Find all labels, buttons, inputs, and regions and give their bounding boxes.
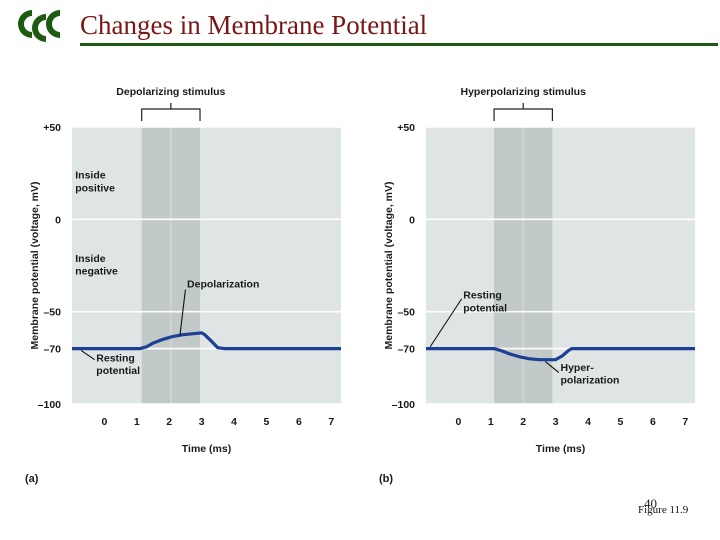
chart-a-trace-line (72, 331, 341, 351)
chart-a-stimulus-bracket (141, 103, 201, 121)
chart-b-annotation-arrow (544, 361, 560, 374)
chart-a-y-tick-label: 0 (55, 214, 61, 226)
chart-a-annotation-line: potential (96, 365, 140, 377)
chart-b-x-tick-label: 0 (455, 416, 461, 428)
chart-a-y-tick-label: –100 (38, 399, 62, 411)
chart-a-annotation-line: positive (75, 182, 115, 194)
chart-a-annotation-arrow (179, 289, 186, 336)
chart-a-x-axis-label: Time (ms) (182, 443, 231, 455)
chart-b-hyperpolarization: +50 0 –50 –70 –100 0 1 2 3 4 5 6 7 Hyperpolarizing st… (379, 86, 695, 485)
chart-b-annotation-line: Resting (463, 290, 502, 302)
title-underline (80, 43, 718, 46)
chart-a-annotation-line: Resting (96, 353, 135, 365)
chart-b-x-axis-label: Time (ms) (536, 443, 585, 455)
chart-a-y-tick-label: –50 (43, 307, 61, 319)
chart-a-stimulus-band (141, 127, 201, 404)
chart-a-x-tick-label: 1 (134, 416, 140, 428)
chart-a-annotation-line: Inside (75, 170, 106, 182)
chart-b-panel-label: (b) (379, 473, 393, 485)
chart-b-y-tick-label: –50 (397, 307, 415, 319)
chart-b-trace-line (426, 347, 695, 362)
chart-b-y-tick-label: –100 (392, 399, 416, 411)
chart-b-annotation-line: Hyper- (561, 362, 595, 374)
chart-a-y-tick-label: +50 (43, 122, 61, 134)
slide-title: Changes in Membrane Potential (80, 10, 428, 40)
chart-a-plot-area (72, 127, 341, 404)
chart-b-stimulus-bracket (493, 103, 553, 121)
chart-a-x-tick-label: 3 (199, 416, 205, 428)
chart-b-x-tick-label: 6 (650, 416, 656, 428)
chart-b-x-tick-label: 7 (682, 416, 688, 428)
chart-a-annotation: Inside positive (75, 170, 115, 195)
chart-a-annotation: Inside negative (75, 253, 118, 278)
chart-a-annotation-arrow (80, 349, 95, 361)
chart-b-annotation: Hyper-polarization (561, 362, 620, 387)
chart-b-annotation-arrow (429, 298, 463, 348)
chart-a-x-tick-label: 7 (328, 416, 334, 428)
chart-b-annotation-line: polarization (561, 374, 620, 386)
chart-a-annotation: Resting potential (96, 353, 140, 378)
organization-logo (17, 9, 60, 42)
chart-b-y-tick-label: +50 (397, 122, 415, 134)
chart-b-x-tick-label: 1 (488, 416, 494, 428)
chart-a-annotation-line: Inside (75, 253, 106, 265)
chart-a-x-tick-label: 0 (101, 416, 107, 428)
figure-reference: Figure 11.9 (638, 504, 689, 516)
chart-a-stimulus-label: Depolarizing stimulus (116, 86, 225, 98)
chart-a-depolarization: +50 0 –50 –70 –100 0 1 2 3 4 5 6 7 Depolarizing stimu… (25, 86, 341, 485)
chart-a-annotation-line: negative (75, 265, 118, 277)
chart-a-y-tick-label: –70 (43, 344, 61, 356)
chart-b-x-tick-label: 4 (585, 416, 591, 428)
chart-b-x-tick-label: 3 (553, 416, 559, 428)
chart-a-annotation-line: Depolarization (187, 279, 259, 291)
chart-b-x-tick-label: 5 (618, 416, 624, 428)
chart-b-annotation: Resting potential (463, 290, 507, 315)
chart-a-y-axis-label: Membrane potential (voltage, mV) (29, 181, 41, 349)
chart-b-y-tick-label: –70 (397, 344, 415, 356)
chart-a-panel-label: (a) (25, 473, 39, 485)
chart-a-x-tick-label: 2 (166, 416, 172, 428)
chart-b-annotation-line: potential (463, 302, 507, 314)
chart-a-x-tick-label: 4 (231, 416, 237, 428)
chart-b-stimulus-label: Hyperpolarizing stimulus (461, 86, 587, 98)
chart-b-x-tick-label: 2 (520, 416, 526, 428)
page-number: 40 (644, 496, 657, 511)
chart-a-x-tick-label: 6 (296, 416, 302, 428)
chart-b-y-tick-label: 0 (409, 214, 415, 226)
chart-a-annotation: Depolarization (187, 279, 259, 291)
chart-a-x-tick-label: 5 (264, 416, 270, 428)
chart-b-y-axis-label: Membrane potential (voltage, mV) (383, 181, 395, 349)
